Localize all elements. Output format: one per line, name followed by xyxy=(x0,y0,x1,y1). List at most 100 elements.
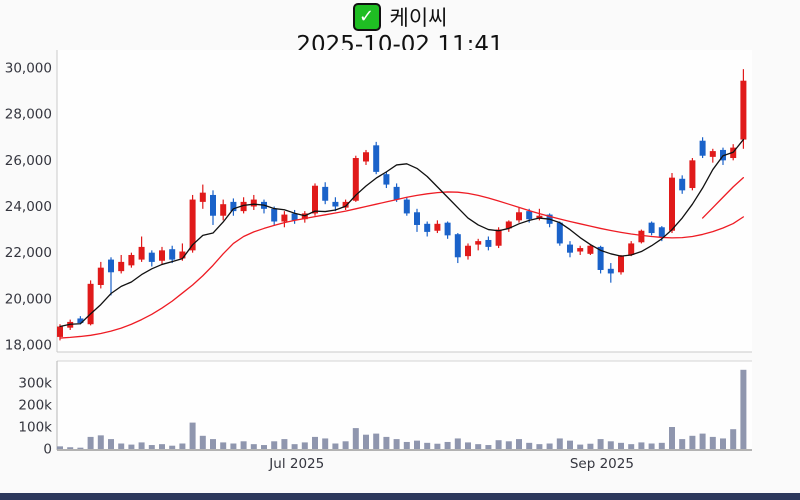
candle xyxy=(709,151,716,157)
volume-bar xyxy=(607,441,614,449)
moving-averages-layer xyxy=(59,138,745,339)
candle xyxy=(332,201,339,207)
candle xyxy=(689,160,696,189)
volume-bar xyxy=(424,442,431,449)
chart-title-row: ✓ 케이씨 xyxy=(0,3,800,31)
volume-bar xyxy=(546,443,553,449)
volume-bar xyxy=(638,442,645,449)
candle xyxy=(108,259,114,273)
candle xyxy=(485,239,492,247)
candle xyxy=(587,245,594,254)
volume-bar xyxy=(281,439,288,449)
volume-bar xyxy=(312,436,318,449)
candle xyxy=(393,186,400,200)
volume-bar xyxy=(730,429,737,449)
price-tick-label: 22,000 xyxy=(5,245,52,261)
volume-bar xyxy=(240,441,247,449)
candle xyxy=(240,201,247,212)
candle xyxy=(189,199,196,251)
candle xyxy=(322,186,329,201)
candle xyxy=(148,252,155,262)
candle xyxy=(465,245,471,257)
candle xyxy=(475,241,482,245)
candle xyxy=(597,246,604,270)
volume-bar xyxy=(189,422,196,449)
volume-bar xyxy=(179,443,186,449)
candle xyxy=(628,243,635,255)
volume-bar xyxy=(465,442,471,449)
candle xyxy=(740,80,747,140)
volume-bar xyxy=(628,444,635,449)
candle xyxy=(220,204,227,216)
volume-bar xyxy=(740,369,747,449)
volume-bar xyxy=(210,439,216,449)
price-tick-label: 30,000 xyxy=(5,61,52,77)
volume-panel[interactable] xyxy=(57,361,752,450)
candle xyxy=(434,223,441,231)
candle xyxy=(342,201,349,208)
candle xyxy=(403,199,410,214)
volume-bar xyxy=(536,444,543,449)
candles-layer xyxy=(57,69,747,341)
volume-bar xyxy=(271,441,278,449)
volume-tick-label: 100k xyxy=(18,420,52,436)
volume-bar xyxy=(97,435,104,449)
volume-bar xyxy=(669,427,675,449)
volume-bar xyxy=(689,435,696,449)
candle xyxy=(454,234,461,258)
candle xyxy=(648,222,655,234)
x-axis-month-label: Jul 2025 xyxy=(268,456,324,472)
price-tick-label: 20,000 xyxy=(5,291,52,307)
price-tick-label: 26,000 xyxy=(5,153,52,169)
candle xyxy=(414,212,420,225)
candle xyxy=(383,174,390,185)
volume-bar xyxy=(444,441,451,449)
volume-bar xyxy=(301,442,308,449)
volume-bar xyxy=(128,444,135,449)
volume-bar xyxy=(699,433,706,449)
volume-bar xyxy=(291,444,298,449)
candle xyxy=(577,248,584,252)
candle xyxy=(526,211,533,220)
candle xyxy=(638,230,645,243)
volume-bar xyxy=(475,444,482,449)
candle xyxy=(199,192,206,202)
candle xyxy=(444,222,451,236)
candle xyxy=(159,250,165,261)
volume-bar xyxy=(567,440,573,449)
volume-tick-label: 300k xyxy=(18,376,52,392)
candle xyxy=(250,199,257,207)
candle xyxy=(138,246,145,260)
volume-bar xyxy=(679,439,686,449)
volume-bars-layer xyxy=(57,369,747,449)
volume-bar xyxy=(87,436,94,449)
volume-bar xyxy=(709,436,716,449)
volume-bar xyxy=(556,438,563,449)
candle xyxy=(618,256,624,273)
volume-bar xyxy=(505,441,512,449)
candle xyxy=(230,201,237,212)
volume-bar xyxy=(720,438,726,449)
axes-spines xyxy=(56,50,752,451)
candle xyxy=(77,318,84,324)
volume-bar xyxy=(526,442,533,449)
volume-bar xyxy=(414,440,420,449)
volume-bar xyxy=(403,441,410,449)
candle xyxy=(516,212,522,221)
candle xyxy=(363,152,369,162)
volume-bar xyxy=(108,439,114,449)
volume-bar xyxy=(597,439,604,449)
volume-bar xyxy=(393,439,400,449)
candle xyxy=(699,140,706,156)
candle xyxy=(87,283,94,325)
page-title: 케이씨 xyxy=(389,6,448,30)
volume-tick-label: 200k xyxy=(18,398,52,414)
candle xyxy=(495,229,502,246)
candle xyxy=(536,215,543,219)
volume-bar xyxy=(577,444,584,449)
candle xyxy=(169,249,176,260)
volume-bar xyxy=(342,441,349,449)
volume-bar xyxy=(230,443,237,449)
volume-bar xyxy=(618,442,624,449)
